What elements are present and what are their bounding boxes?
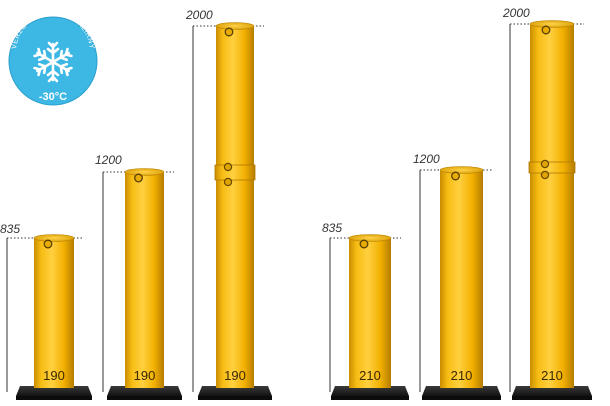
bollard-3: 2000 190 <box>185 8 272 400</box>
height-label: 1200 <box>95 153 122 167</box>
bollard-body <box>349 238 391 388</box>
bollard-body <box>216 26 254 388</box>
diameter-label: 190 <box>224 368 246 383</box>
bollard-cap <box>124 168 165 176</box>
bolt-icon <box>451 171 460 181</box>
snowflake-icon <box>32 41 74 83</box>
badge-temperature: -30°C <box>39 91 67 103</box>
bolt-icon <box>43 239 53 249</box>
height-label: 835 <box>322 221 342 235</box>
freezer-badge: VERZE TAKÉ PRO MRAZÍRNY -30°C <box>8 8 98 106</box>
base-plate <box>107 386 182 396</box>
bollard-body <box>530 24 574 388</box>
bollard-cap <box>529 20 575 28</box>
bollard-cap <box>348 234 392 242</box>
bollard-6: 2000 210 <box>502 6 592 400</box>
bollard-body <box>34 238 74 388</box>
diameter-label: 210 <box>451 368 473 383</box>
bollard-5: 1200 210 <box>413 152 501 400</box>
bollard-body <box>125 172 164 388</box>
bollard-body <box>440 170 483 388</box>
bollard-1: 835 190 <box>0 222 92 400</box>
base-plate <box>422 386 501 396</box>
base-plate <box>331 386 409 396</box>
bollard-joint <box>214 164 256 181</box>
bolt-icon <box>359 239 369 249</box>
height-label: 2000 <box>502 6 530 20</box>
base-plate <box>198 386 272 396</box>
height-label: 1200 <box>413 152 440 166</box>
diameter-label: 190 <box>134 368 156 383</box>
bollard-cap <box>439 166 484 174</box>
bolt-icon <box>134 173 143 183</box>
height-label: 835 <box>0 222 20 236</box>
bolt-icon <box>224 27 234 37</box>
bollard-joint <box>528 161 576 174</box>
bollard-2: 1200 190 <box>95 153 182 400</box>
bollard-cap <box>33 234 75 242</box>
bollard-4: 835 210 <box>322 221 409 400</box>
diameter-label: 210 <box>359 368 381 383</box>
diameter-label: 190 <box>43 368 65 383</box>
base-plate <box>512 386 592 396</box>
base-plate <box>16 386 92 396</box>
bollard-cap <box>215 22 255 30</box>
diameter-label: 210 <box>541 368 563 383</box>
bolt-icon <box>541 25 551 35</box>
height-label: 2000 <box>185 8 213 22</box>
